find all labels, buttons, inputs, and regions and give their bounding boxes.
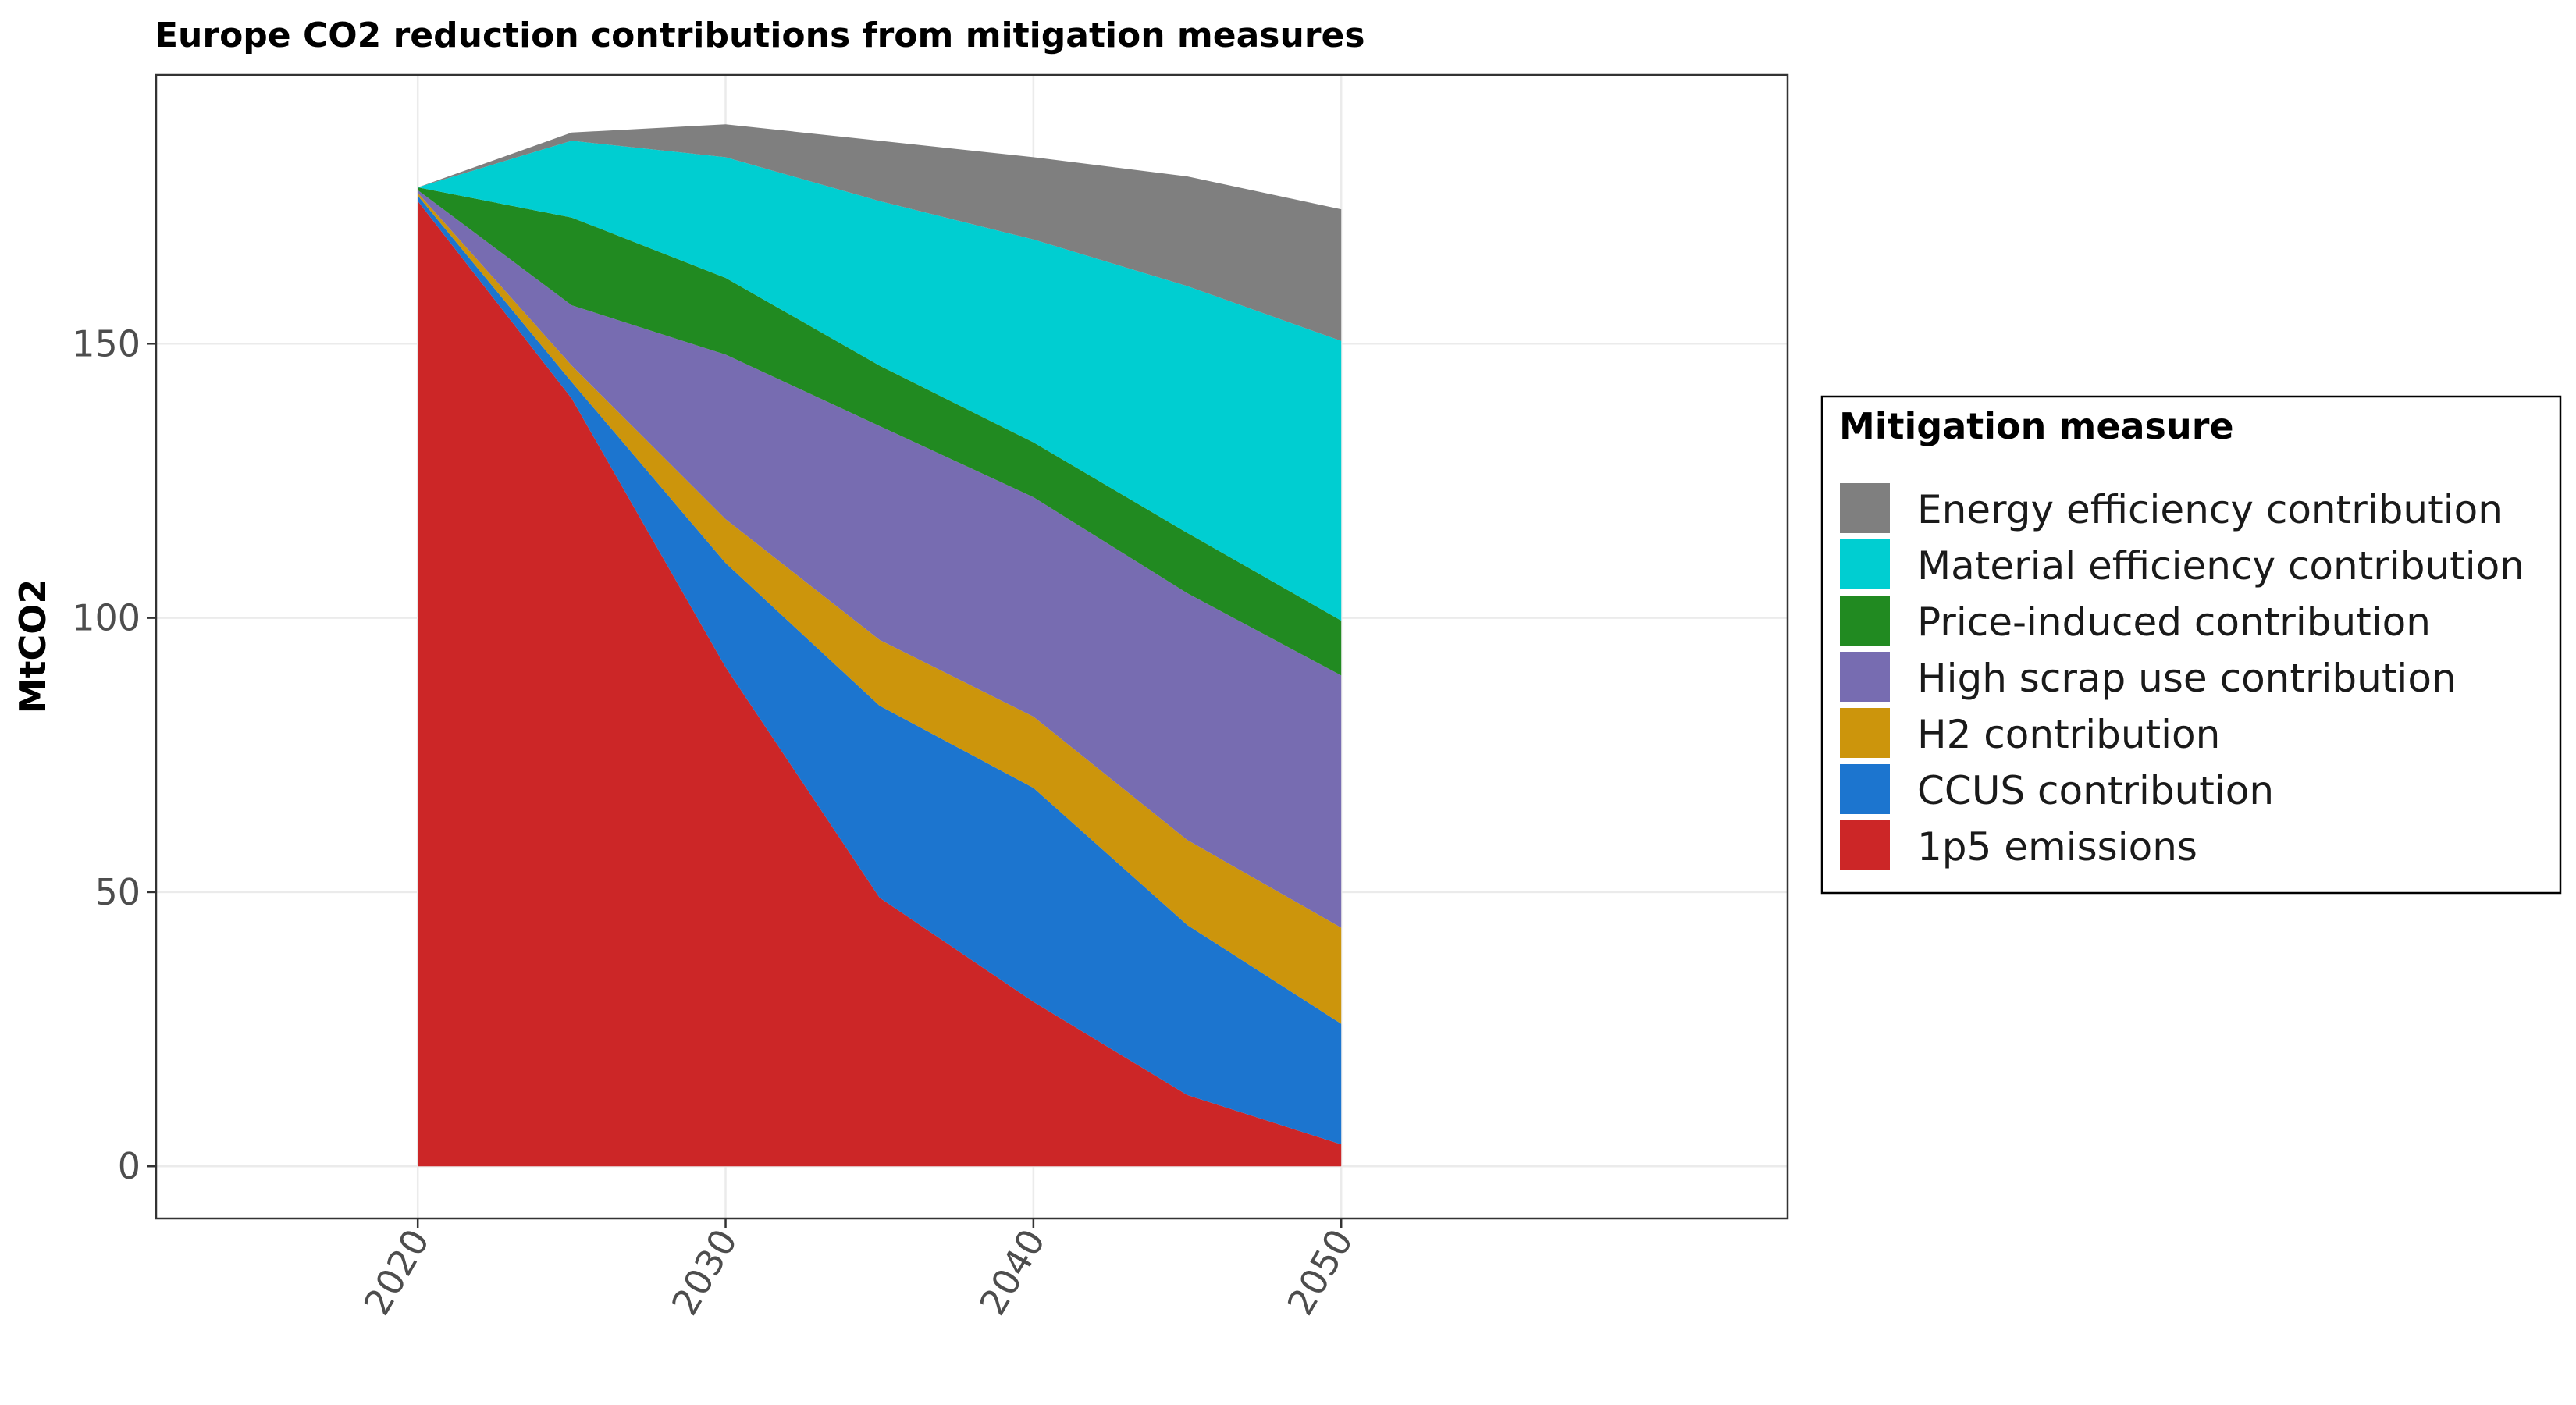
area-1p5-emissions	[418, 201, 1342, 1167]
y-axis-label: MtCO2	[12, 579, 54, 714]
y-tick-label-0: 0	[118, 1145, 141, 1187]
y-tick-label-150: 150	[72, 322, 141, 365]
legend-label-price-induced-contribution: Price-induced contribution	[1917, 599, 2431, 645]
x-tick-label-2040: 2040	[971, 1222, 1053, 1322]
area-energy-efficiency-contribution	[418, 124, 1342, 341]
x-tick-label-2050: 2050	[1279, 1222, 1361, 1322]
legend-key-energy-efficiency-contribution	[1838, 482, 1891, 535]
x-tick-label-2020: 2020	[355, 1222, 437, 1322]
legend-box	[1820, 395, 2562, 895]
plot-border	[155, 73, 1789, 1220]
y-tick-label-100: 100	[72, 597, 141, 639]
area-price-induced-contribution	[418, 187, 1342, 676]
chart-title: Europe CO2 reduction contributions from …	[155, 16, 1365, 55]
y-tick-label-50: 50	[94, 871, 141, 913]
legend-title: Mitigation measure	[1839, 405, 2234, 447]
legend-key-material-efficiency-contribution	[1838, 538, 1891, 591]
legend-label-energy-efficiency-contribution: Energy efficiency contribution	[1917, 487, 2503, 532]
area-h2-contribution	[418, 193, 1342, 1024]
legend-key-price-induced-contribution	[1838, 594, 1891, 647]
legend-key-1p5-emissions	[1838, 819, 1891, 872]
legend-key-h2-contribution	[1838, 706, 1891, 759]
legend-label-1p5-emissions: 1p5 emissions	[1917, 824, 2197, 870]
stacked-areas	[418, 124, 1342, 1167]
legend-label-h2-contribution: H2 contribution	[1917, 712, 2220, 757]
legend-label-high-scrap-use-contribution: High scrap use contribution	[1917, 656, 2457, 701]
legend-key-ccus-contribution	[1838, 763, 1891, 816]
legend-label-ccus-contribution: CCUS contribution	[1917, 768, 2274, 813]
area-ccus-contribution	[418, 195, 1342, 1145]
y-axis: 0 50 100 150	[72, 322, 156, 1187]
area-material-efficiency-contribution	[418, 140, 1342, 621]
x-tick-label-2030: 2030	[664, 1222, 745, 1322]
legend-label-material-efficiency-contribution: Material efficiency contribution	[1917, 543, 2524, 589]
legend-key-high-scrap-use-contribution	[1838, 650, 1891, 703]
legend-items: Energy efficiency contribution Material e…	[1838, 482, 2524, 872]
x-axis: 2020 2030 2040 2050	[355, 1218, 1361, 1322]
legend: Mitigation measure Energy efficiency con…	[1820, 395, 2562, 895]
area-high-scrap-use-contribution	[418, 190, 1342, 928]
